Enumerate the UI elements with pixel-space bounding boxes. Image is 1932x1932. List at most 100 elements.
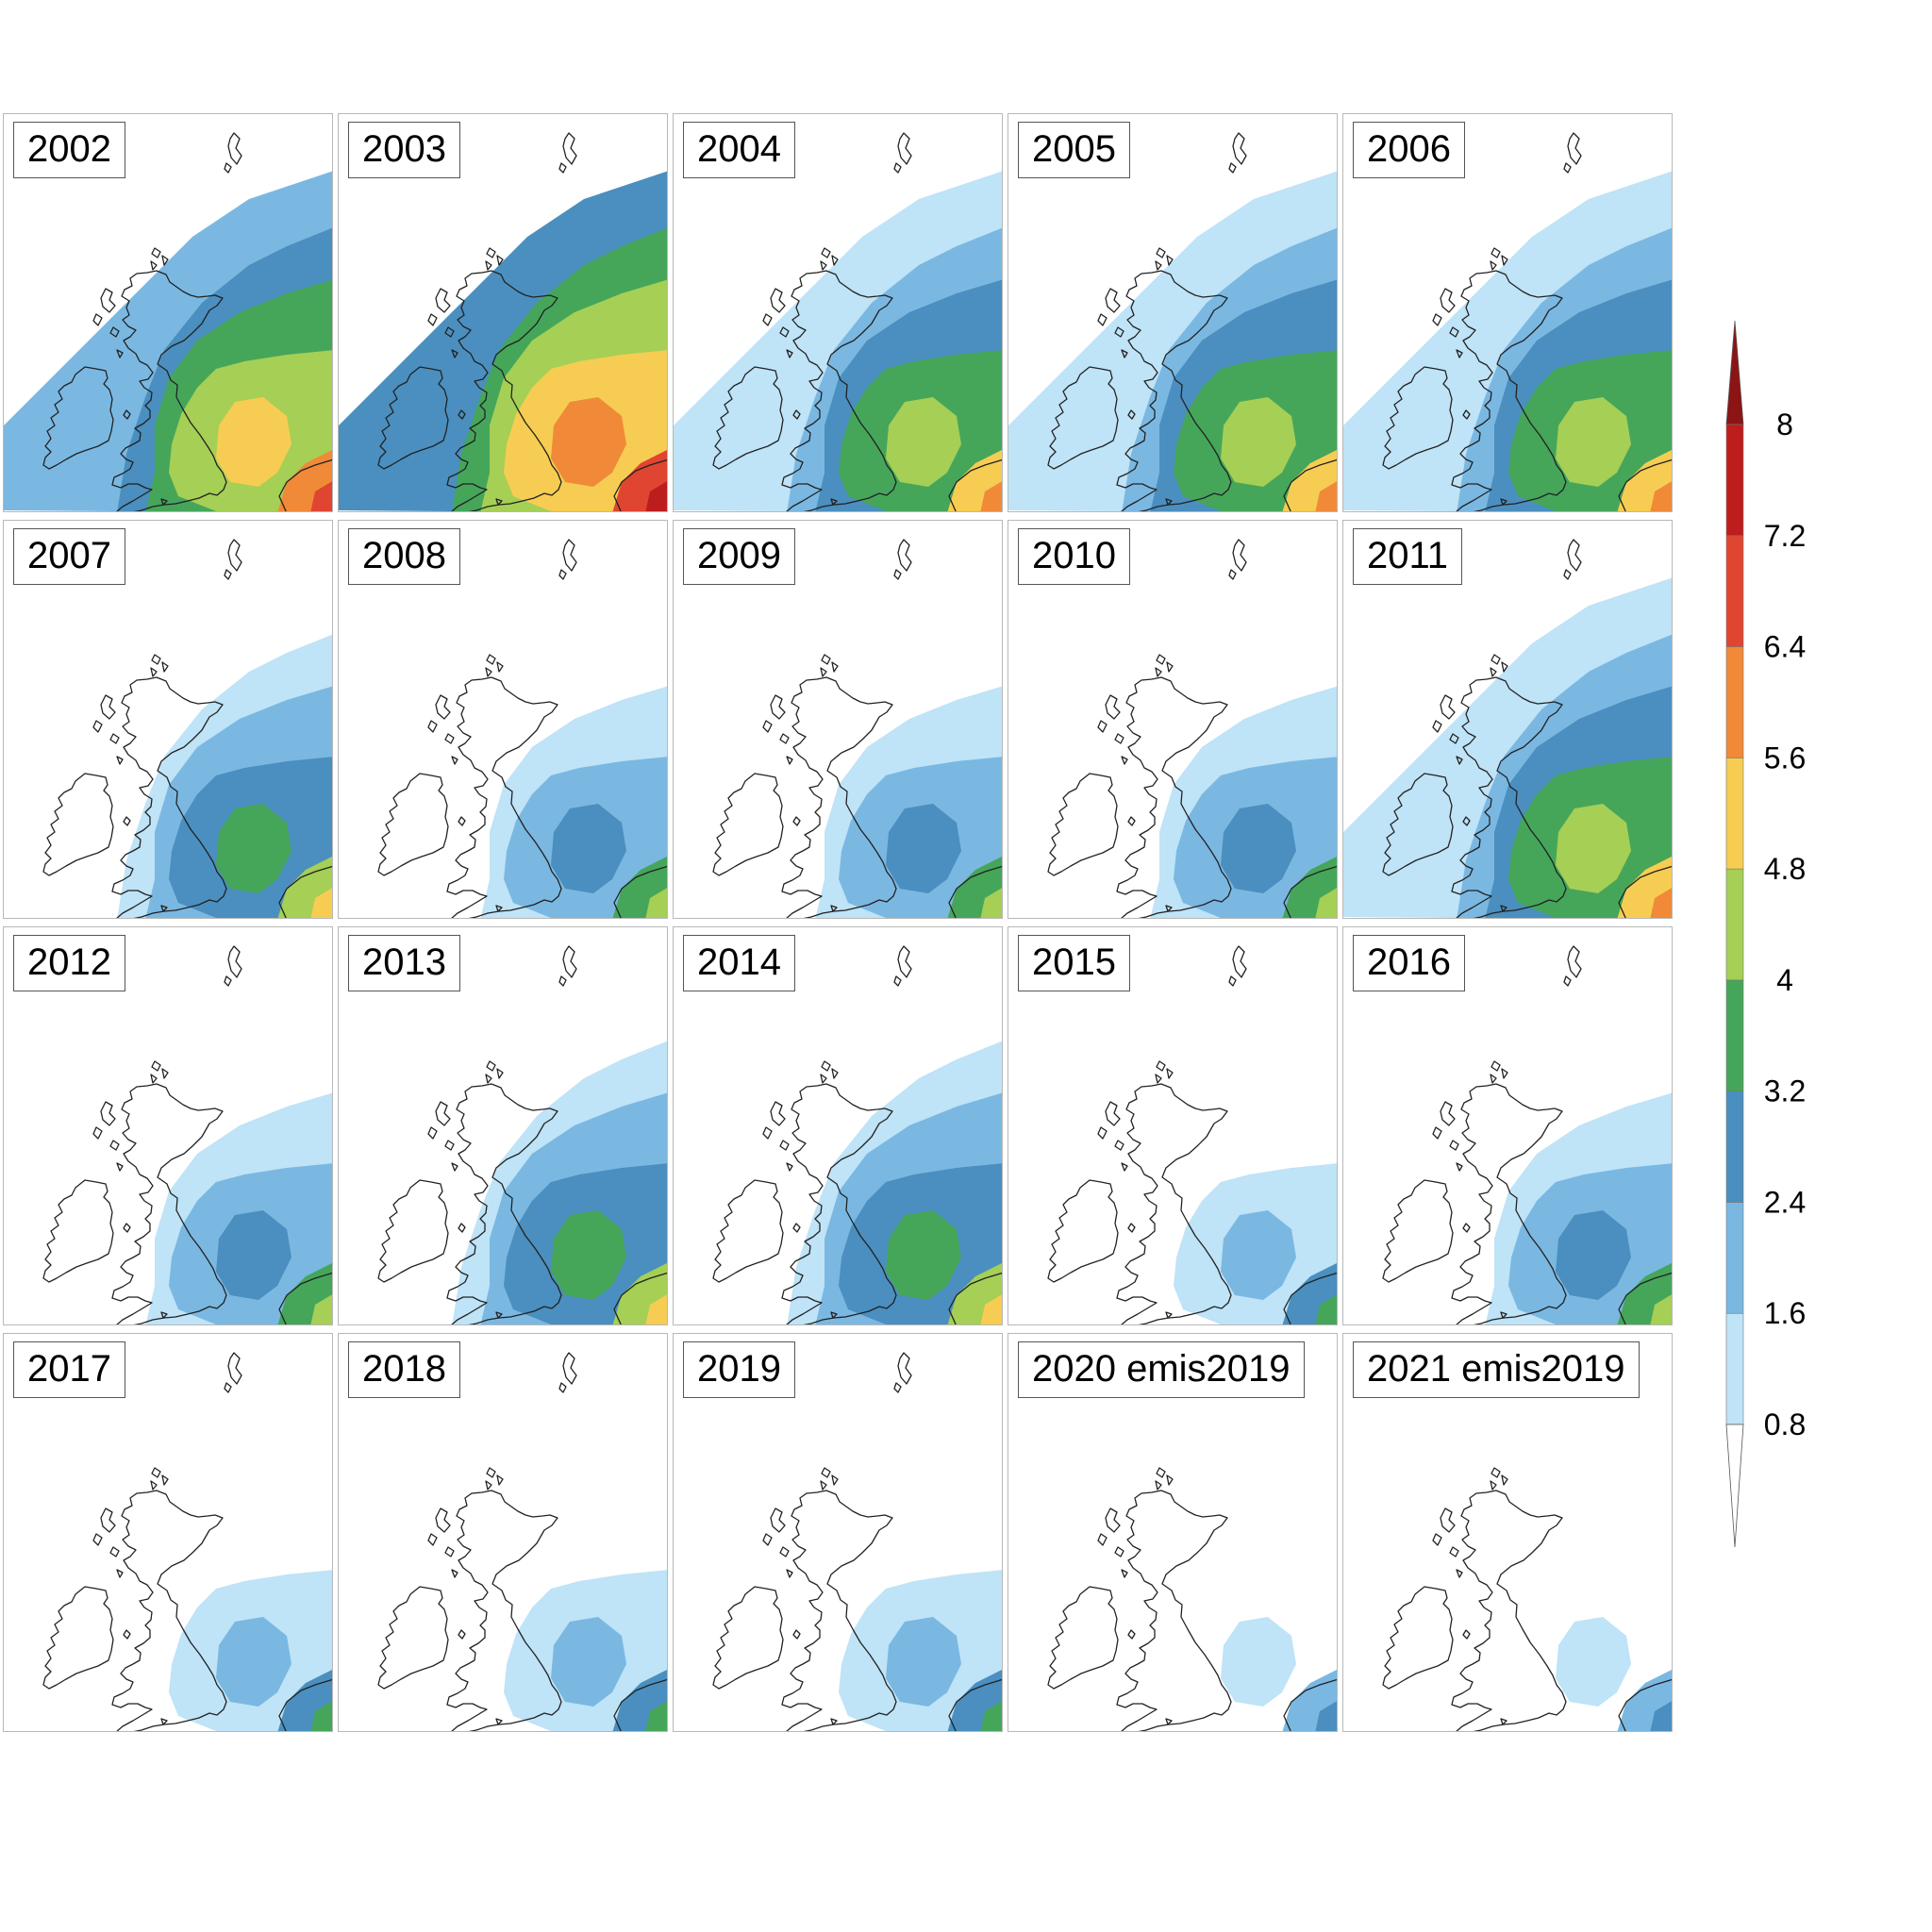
- island-coast: [1491, 247, 1501, 258]
- great-britain-coast: [1451, 1083, 1567, 1324]
- contour-band-4: [1556, 1210, 1631, 1300]
- island-coast: [1449, 733, 1459, 744]
- ireland-coast: [1047, 366, 1119, 470]
- ireland-coast: [1047, 1179, 1119, 1283]
- panel-year-label: 2004: [683, 122, 795, 178]
- concentration-map: [339, 521, 667, 918]
- continent-coast: [1618, 458, 1672, 511]
- island-coast: [486, 654, 496, 665]
- island-coast: [770, 694, 786, 720]
- island-coast: [1155, 667, 1162, 677]
- concentration-map: [1008, 114, 1337, 511]
- ireland-coast: [42, 773, 114, 876]
- continent-coast: [613, 458, 667, 511]
- island-coast: [116, 1162, 124, 1172]
- island-coast: [227, 1352, 242, 1385]
- ireland-coast: [377, 1179, 449, 1283]
- continent-coast: [613, 865, 667, 918]
- island-coast: [792, 1223, 801, 1233]
- island-coast: [1105, 1507, 1121, 1533]
- island-coast: [495, 1718, 503, 1725]
- continent-coast: [1283, 458, 1337, 511]
- island-coast: [1165, 905, 1173, 912]
- concentration-map: [4, 927, 332, 1324]
- island-coast: [1232, 132, 1247, 165]
- island-coast: [92, 1126, 103, 1140]
- contour-band-6: [1650, 1294, 1672, 1324]
- island-coast: [779, 1140, 790, 1151]
- island-coast: [151, 1467, 161, 1478]
- island-coast: [150, 1074, 158, 1084]
- island-coast: [1440, 1507, 1456, 1533]
- island-coast: [485, 1074, 492, 1084]
- ireland-coast: [377, 366, 449, 470]
- panel-year-label: 2014: [683, 935, 795, 991]
- island-coast: [1155, 1074, 1162, 1084]
- island-coast: [1432, 313, 1442, 326]
- island-coast: [427, 313, 438, 326]
- panel-year-label: 2005: [1018, 122, 1130, 178]
- island-coast: [1155, 260, 1162, 271]
- island-coast: [1432, 1126, 1442, 1140]
- panel-year-label: 2002: [13, 122, 125, 178]
- great-britain-coast: [1116, 676, 1232, 918]
- island-coast: [160, 1718, 168, 1725]
- contour-band-4: [1556, 804, 1631, 893]
- contour-band-4: [886, 804, 961, 893]
- island-coast: [227, 132, 242, 165]
- island-coast: [1166, 1068, 1174, 1079]
- colorbar-tick-label: 8: [1776, 408, 1793, 441]
- coastline: [42, 945, 332, 1324]
- island-coast: [1156, 1060, 1166, 1072]
- island-coast: [1097, 313, 1108, 326]
- coastline: [1382, 945, 1672, 1324]
- great-britain-coast: [781, 1083, 897, 1324]
- island-coast: [1156, 247, 1166, 258]
- island-coast: [893, 975, 902, 987]
- map-panel-2018: 2018: [338, 1333, 668, 1732]
- island-coast: [458, 409, 466, 420]
- colorbar-segment: [1725, 535, 1744, 647]
- island-coast: [1449, 1140, 1459, 1151]
- island-coast: [1490, 260, 1497, 271]
- great-britain-coast: [111, 1490, 227, 1731]
- island-coast: [1491, 1467, 1501, 1478]
- island-coast: [562, 539, 577, 572]
- island-coast: [1500, 1311, 1507, 1319]
- contour-band-4: [216, 804, 291, 893]
- island-coast: [1501, 1474, 1508, 1486]
- colorbar-tick-label: 2.4: [1764, 1185, 1806, 1219]
- island-coast: [496, 1068, 504, 1079]
- island-coast: [486, 1060, 496, 1072]
- island-coast: [831, 1474, 839, 1486]
- colorbar-segment: [1725, 758, 1744, 870]
- island-coast: [1449, 1546, 1459, 1557]
- island-coast: [1166, 1474, 1174, 1486]
- island-coast: [820, 1480, 827, 1491]
- contour-band-6: [645, 1294, 667, 1324]
- map-panel-2012: 2012: [3, 926, 333, 1325]
- island-coast: [1490, 1480, 1497, 1491]
- island-coast: [1105, 288, 1121, 313]
- great-britain-coast: [1116, 1490, 1232, 1731]
- island-coast: [1501, 661, 1508, 673]
- great-britain-coast: [781, 1490, 897, 1731]
- contour-band-6: [1650, 481, 1672, 511]
- island-coast: [770, 1101, 786, 1126]
- continent-coast: [278, 1272, 332, 1324]
- island-coast: [562, 945, 577, 978]
- island-coast: [458, 1223, 466, 1233]
- contour-band-4: [216, 397, 291, 487]
- island-coast: [1127, 1629, 1136, 1640]
- island-coast: [558, 975, 567, 987]
- great-britain-coast: [1116, 270, 1232, 511]
- map-panel-2020-emis2019: 2020 emis2019: [1008, 1333, 1338, 1732]
- continent-coast: [613, 1272, 667, 1324]
- island-coast: [444, 1140, 455, 1151]
- island-coast: [160, 905, 168, 912]
- island-coast: [762, 1126, 773, 1140]
- island-coast: [1456, 1569, 1463, 1578]
- island-coast: [1462, 409, 1471, 420]
- island-coast: [893, 569, 902, 580]
- coastline: [377, 1352, 667, 1731]
